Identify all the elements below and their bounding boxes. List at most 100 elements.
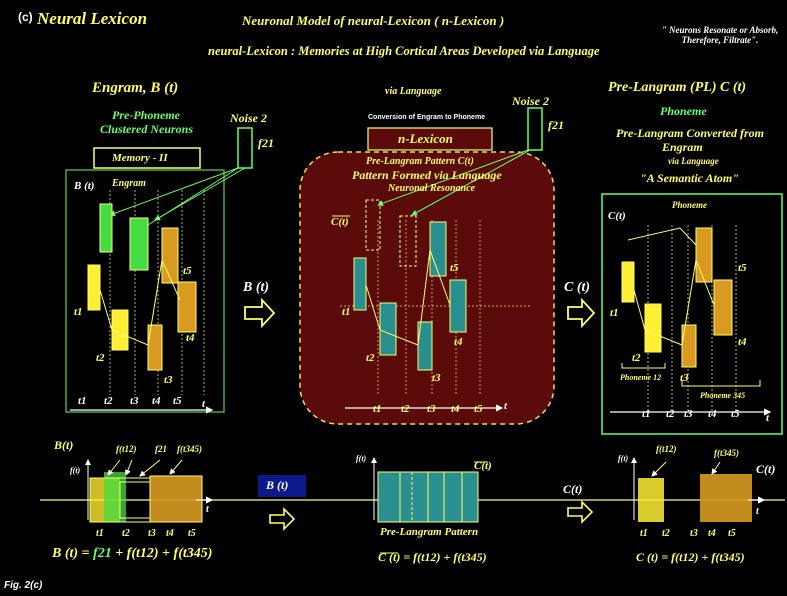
center-noise-label: Noise 2 [512, 94, 549, 108]
phoneme-345: Phoneme 345 [700, 391, 746, 400]
right-c-label: C(t) [608, 210, 626, 222]
right-t2-float: t2 [632, 352, 641, 364]
right-bar-yellow-1 [621, 261, 635, 303]
bottom-right-t5: t5 [728, 528, 736, 539]
right-signal-bars [621, 227, 733, 368]
center-teal-bar-4 [449, 279, 467, 333]
center-t2-float: t2 [366, 352, 375, 364]
bottom-left-t1: t1 [96, 528, 104, 539]
left-noise-box [237, 127, 253, 169]
bottom-f21: f21 [155, 444, 167, 454]
left-memory-box [93, 147, 201, 169]
left-engram-frame [65, 169, 225, 413]
left-signal-bars [87, 203, 197, 371]
bottom-right-open-arrow [567, 500, 594, 524]
bottom-right-t2: t2 [662, 528, 670, 539]
right-bar-orange-3 [681, 324, 697, 368]
left-open-arrow [244, 297, 276, 329]
left-bar-orange-1 [161, 227, 179, 284]
center-axis-t: t [504, 400, 508, 412]
left-bar-yellow-1 [87, 264, 101, 311]
left-axis-t2: t2 [104, 395, 113, 407]
center-conversion: Conversion of Engram to Phoneme [368, 114, 486, 121]
center-noise-symbol: f21 [548, 118, 564, 132]
bottom-mid-open-arrow [269, 507, 296, 531]
pattern-line-1: Pre-Langram Pattern C(t) [366, 156, 474, 167]
right-axis-t1: t1 [642, 408, 651, 420]
bottom-left-t2: t2 [122, 528, 130, 539]
center-dashed-bar-1 [365, 199, 381, 251]
pattern-line-2: Pattern Formed via Language [352, 168, 502, 182]
right-phoneme-inner: Phoneme [672, 200, 707, 210]
bottom-mid-b-box [258, 475, 306, 497]
right-phoneme-green: Phoneme [660, 104, 707, 118]
left-bar-green-2 [129, 217, 149, 271]
panel-label: (c) [18, 10, 33, 24]
left-title: Engram, B (t) [92, 80, 179, 96]
right-t3-float: t3 [680, 372, 689, 384]
bottom-right-axis-t: t [756, 506, 759, 517]
semantic-atom: "A Semantic Atom" [640, 171, 739, 185]
center-noise-line-2 [411, 149, 531, 216]
center-axis-t4: t4 [451, 403, 460, 415]
left-signal-links [99, 258, 181, 346]
bottom-left-t5: t5 [188, 528, 196, 539]
center-t4-float: t4 [454, 336, 463, 348]
right-converted-1: Pre-Langram Converted from [616, 126, 764, 140]
center-maroon-region [299, 151, 555, 425]
right-title: Pre-Langram (PL) C (t) [608, 80, 747, 95]
right-brackets [621, 363, 761, 387]
left-b-label: B (t) [74, 180, 95, 192]
bottom-left-b: B(t) [54, 438, 74, 452]
left-axis-t4: t4 [152, 395, 161, 407]
left-bar-orange-3 [147, 324, 163, 371]
right-axis-t2: t2 [666, 408, 675, 420]
center-lexicon-box [367, 127, 493, 151]
bottom-left-equation: B (t) = f21 + f(t12) + f(t345) [52, 546, 213, 561]
left-arrow-symbol: B (t) [243, 280, 270, 295]
bottom-left-signal [89, 472, 203, 523]
left-bar-orange-2 [177, 281, 197, 333]
bottom-right-t3: t3 [690, 528, 698, 539]
center-dashed-bar-2 [399, 215, 417, 267]
subtitle: neural-Lexicon : Memories at High Cortic… [208, 44, 600, 58]
quote: " Neurons Resonate or Absorb, Therefore,… [661, 25, 779, 45]
right-axis-t4: t4 [708, 408, 717, 420]
left-axis-t5: t5 [173, 395, 182, 407]
bottom-right-t1: t1 [640, 528, 648, 539]
left-t2-float: t2 [96, 352, 105, 364]
center-axis-t1: t1 [373, 403, 382, 415]
center-t1-float: t1 [342, 306, 351, 318]
center-noise-line-1 [377, 149, 529, 207]
left-bar-green-1 [99, 203, 113, 253]
right-open-arrow [567, 297, 596, 329]
left-noise-line-3 [154, 167, 246, 221]
resonance-label: Neuronal Resonance [388, 183, 475, 194]
bottom-mid-caption: Pre-Langram Pattern [380, 526, 479, 538]
left-axis-t: t [202, 398, 206, 410]
right-t4-float: t4 [738, 336, 747, 348]
center-teal-bar-5 [417, 321, 433, 371]
right-converted-2: Engram [662, 140, 703, 154]
bottom-left-t3: t3 [148, 528, 156, 539]
left-t5-float: t5 [183, 265, 192, 277]
center-teal-bar-3 [429, 221, 447, 277]
right-signal-links [627, 227, 715, 346]
right-axis-t3: t3 [684, 408, 693, 420]
bottom-right-signal [638, 474, 752, 522]
right-title-symbol: C (t) [719, 80, 747, 95]
left-noise-label: Noise 2 [230, 111, 267, 125]
bottom-right-c-right: C(t) [756, 462, 776, 476]
right-arrow-symbol: C (t) [564, 280, 591, 295]
left-title-symbol: B (t) [150, 80, 179, 96]
center-pattern-links [365, 249, 451, 346]
right-bar-yellow-2 [644, 303, 662, 353]
left-axis-t1: t1 [78, 395, 87, 407]
bottom-mid-ft: f(t) [356, 454, 367, 463]
right-t5-float: t5 [738, 262, 747, 274]
center-noise-box [527, 107, 543, 151]
center-teal-bar-1 [353, 257, 367, 311]
section-title: Neural Lexicon [37, 9, 148, 28]
left-bar-yellow-2 [111, 309, 129, 351]
